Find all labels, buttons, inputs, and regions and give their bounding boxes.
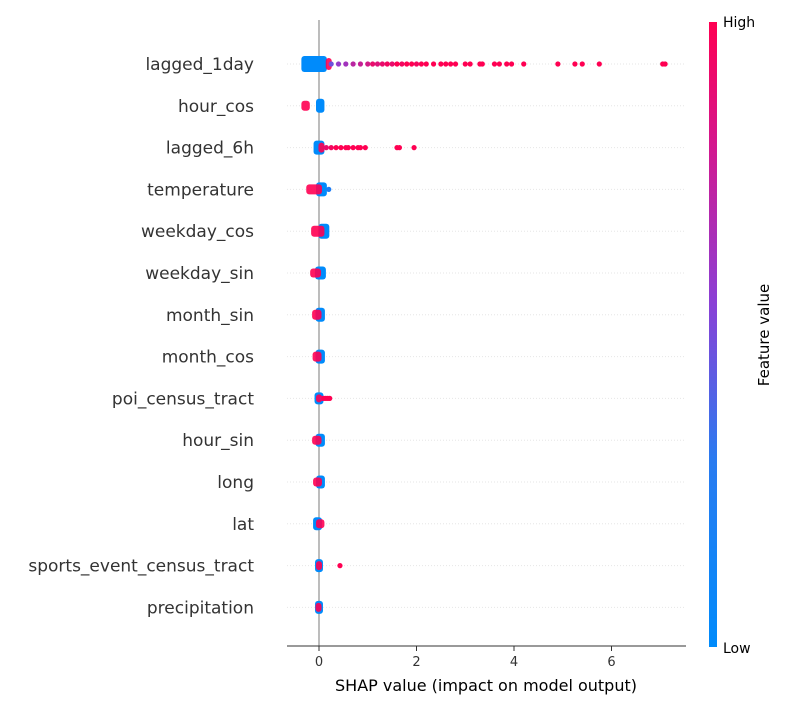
feature-label: weekday_cos [141, 222, 254, 242]
shap-point [384, 61, 390, 67]
shap-point [572, 61, 578, 67]
shap-point [411, 145, 417, 151]
x-tick-label: 6 [607, 655, 615, 670]
feature-label: lagged_1day [145, 55, 254, 75]
dense-band-high [312, 351, 322, 362]
shap-point [370, 61, 376, 67]
shap-point [374, 61, 381, 67]
shap-point [508, 61, 515, 67]
shap-point [326, 186, 332, 192]
feature-label: hour_sin [182, 431, 254, 451]
feature-label: precipitation [147, 598, 254, 618]
shap-point [328, 61, 334, 67]
feature-labels: lagged_1day hour_cos lagged_6h temperature w… [28, 55, 254, 618]
x-tick-label: 2 [412, 655, 420, 670]
dense-band-high [311, 225, 325, 237]
x-axis: 0 2 4 6 SHAP value (impact on model output) [287, 645, 686, 695]
shap-point [357, 61, 364, 67]
feature-label: hour_cos [178, 97, 254, 117]
shap-point [448, 61, 454, 67]
x-ticks: 0 2 4 6 [315, 646, 616, 670]
shap-point [333, 145, 339, 151]
dense-band-high [315, 602, 322, 612]
shap-point [357, 145, 364, 151]
shap-point [379, 61, 385, 67]
x-axis-title: SHAP value (impact on model output) [335, 676, 637, 695]
dense-band-high [310, 268, 322, 278]
feature-label: month_cos [162, 348, 254, 368]
shap-point [362, 145, 368, 151]
dense-band-high [312, 435, 322, 445]
feature-label: sports_event_census_tract [28, 557, 254, 577]
dense-band-high [316, 561, 322, 571]
shap-point [328, 145, 334, 151]
dense-band-low [316, 98, 325, 113]
colorbar-title: Feature value [755, 284, 773, 386]
shap-point [496, 61, 502, 67]
shap-point [504, 61, 510, 67]
shap-point [343, 61, 349, 67]
dense-band-high [306, 184, 322, 195]
shap-point [389, 61, 395, 67]
colorbar: High Low Feature value [709, 15, 773, 657]
shap-point [438, 61, 444, 67]
x-tick-label: 0 [315, 655, 323, 670]
dense-band-high [318, 142, 325, 153]
feature-label: month_sin [166, 306, 254, 326]
shap-point [579, 61, 585, 67]
feature-label: temperature [147, 180, 254, 200]
shap-point [396, 145, 403, 151]
shap-point [430, 61, 437, 67]
shap-point [479, 61, 485, 67]
shap-point [327, 395, 333, 401]
shap-points [301, 56, 668, 614]
dense-band-low [301, 56, 327, 72]
feature-label: poi_census_tract [112, 389, 254, 409]
shap-point [662, 61, 668, 67]
shap-point [365, 61, 371, 67]
shap-point [423, 61, 429, 67]
x-tick-label: 4 [510, 655, 518, 670]
shap-point [335, 61, 342, 67]
shap-point [394, 61, 400, 67]
feature-label: lagged_6h [166, 139, 254, 159]
shap-point [404, 61, 410, 67]
shap-point [443, 61, 449, 67]
shap-point [350, 145, 356, 151]
shap-point [413, 61, 420, 67]
colorbar-gradient [709, 22, 717, 647]
shap-point [418, 61, 424, 67]
shap-point [462, 61, 468, 67]
dense-band-high [316, 519, 325, 529]
dense-band-high [312, 309, 322, 320]
shap-point [323, 145, 329, 151]
shap-point [337, 563, 343, 569]
shap-point [399, 61, 405, 67]
shap-point [596, 61, 602, 67]
shap-point [555, 61, 561, 67]
shap-point [491, 61, 498, 67]
shap-point [409, 61, 415, 67]
colorbar-high-label: High [723, 15, 755, 31]
dense-band-high [301, 100, 310, 111]
feature-label: lat [232, 515, 254, 535]
dense-band-high [313, 477, 322, 487]
shap-point [452, 61, 459, 67]
shap-point [350, 61, 356, 67]
shap-point [467, 61, 473, 67]
feature-label: weekday_sin [145, 264, 254, 284]
shap-point [345, 145, 351, 151]
shap-point [338, 145, 344, 151]
feature-label: long [217, 473, 254, 493]
colorbar-low-label: Low [723, 641, 751, 657]
shap-point [521, 61, 527, 67]
